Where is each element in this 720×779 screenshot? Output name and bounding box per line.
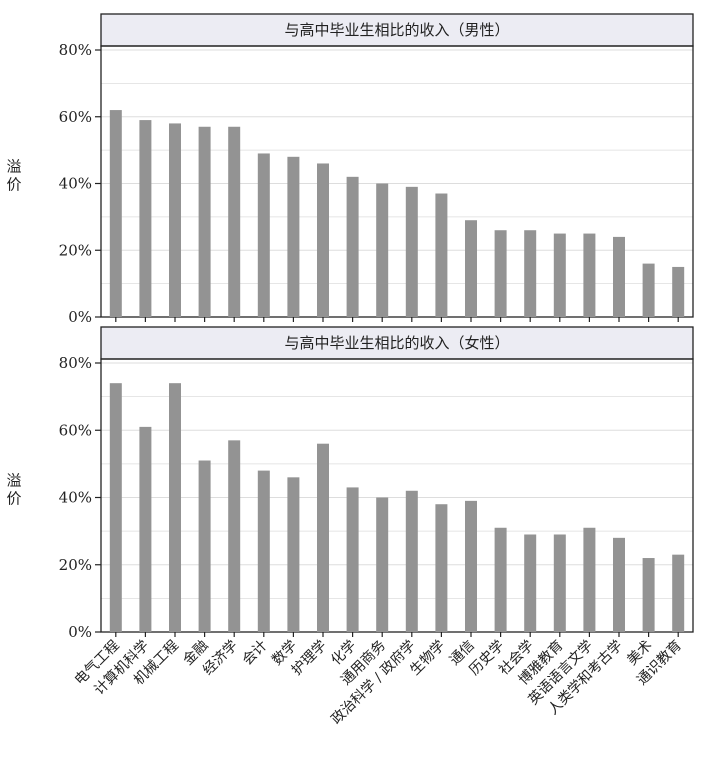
bar-female [139,426,152,632]
panel-header-female [100,326,694,360]
y-tick-label-female: 40% [59,489,92,507]
bar-male [524,230,537,317]
bar-male [376,183,389,317]
bar-female [672,554,685,632]
panel-title-female: 与高中毕业生相比的收入（女性） [284,334,509,352]
y-tick-label-male: 40% [59,175,92,193]
bar-female [435,504,448,632]
bar-male [169,123,181,317]
y-tick-label-male: 20% [59,241,92,259]
bar-male [494,230,507,317]
bar-female [376,497,389,632]
bar-male [139,120,152,318]
plot-frame-female [100,358,694,633]
bar-female [198,460,211,632]
bar-male [198,126,211,317]
bar-female [317,443,329,632]
bar-female [169,383,181,632]
bar-male [642,263,655,317]
bar-male [257,153,270,317]
plot-frame-male [100,45,694,318]
panel-header-male [100,13,694,47]
bar-male [317,163,329,317]
bar-female [494,527,507,632]
bar-female [465,500,477,632]
bar-male [672,266,685,317]
bar-female [524,534,537,632]
x-category-label: 会计 [240,638,271,669]
y-tick-label-male: 0% [68,308,92,326]
bar-female [613,537,625,632]
bar-female [109,383,122,632]
bar-male [109,110,122,317]
y-axis-label-female: 溢价 [6,472,21,508]
bar-male [465,220,477,317]
y-tick-label-female: 60% [59,421,92,439]
y-tick-label-female: 20% [59,556,92,574]
bar-male [553,233,566,317]
y-tick-label-male: 80% [59,41,92,59]
bar-female [346,487,359,632]
bar-male [405,186,418,317]
bar-female [228,440,241,632]
bar-male [287,156,300,317]
bar-female [405,490,418,632]
bar-female [287,477,300,632]
y-tick-label-female: 0% [68,623,92,641]
y-tick-label-female: 80% [59,354,92,372]
bar-male [613,236,625,317]
bar-male [583,233,596,317]
bar-male [435,193,448,317]
bar-female [257,470,270,632]
y-tick-label-male: 60% [59,108,92,126]
bar-female [553,534,566,632]
y-axis-label-male: 溢价 [6,158,21,194]
panel-title-male: 与高中毕业生相比的收入（男性） [284,21,509,39]
bar-male [228,126,241,317]
bar-female [642,558,655,632]
bar-male [346,176,359,317]
bar-female [583,527,596,632]
